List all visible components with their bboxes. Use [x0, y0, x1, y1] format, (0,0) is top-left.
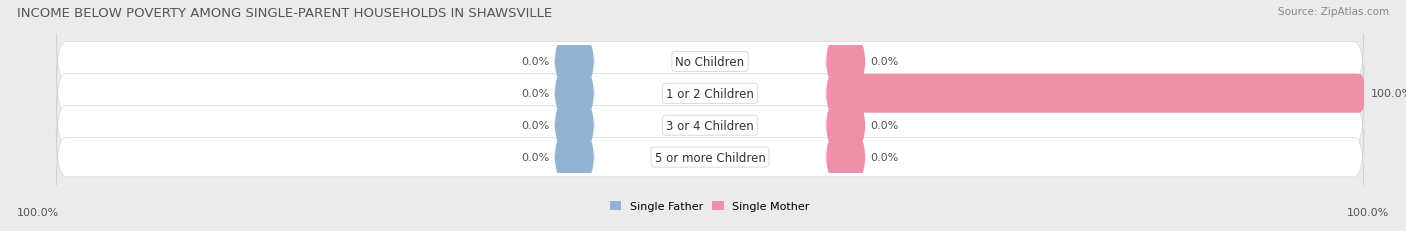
FancyBboxPatch shape: [825, 106, 866, 145]
Text: 0.0%: 0.0%: [522, 57, 550, 67]
Text: 0.0%: 0.0%: [522, 121, 550, 131]
FancyBboxPatch shape: [554, 138, 595, 177]
Text: 0.0%: 0.0%: [870, 152, 898, 162]
Text: 5 or more Children: 5 or more Children: [655, 151, 765, 164]
Text: No Children: No Children: [675, 56, 745, 69]
Text: Source: ZipAtlas.com: Source: ZipAtlas.com: [1278, 7, 1389, 17]
FancyBboxPatch shape: [554, 43, 595, 82]
FancyBboxPatch shape: [554, 74, 595, 113]
Text: 0.0%: 0.0%: [522, 152, 550, 162]
Text: 100.0%: 100.0%: [1347, 207, 1389, 217]
Text: 0.0%: 0.0%: [522, 89, 550, 99]
FancyBboxPatch shape: [554, 106, 595, 145]
Text: 1 or 2 Children: 1 or 2 Children: [666, 87, 754, 100]
Text: INCOME BELOW POVERTY AMONG SINGLE-PARENT HOUSEHOLDS IN SHAWSVILLE: INCOME BELOW POVERTY AMONG SINGLE-PARENT…: [17, 7, 553, 20]
Text: 0.0%: 0.0%: [870, 121, 898, 131]
Text: 100.0%: 100.0%: [1371, 89, 1406, 99]
Text: 3 or 4 Children: 3 or 4 Children: [666, 119, 754, 132]
FancyBboxPatch shape: [825, 74, 1365, 113]
FancyBboxPatch shape: [56, 34, 1364, 90]
Text: 0.0%: 0.0%: [870, 57, 898, 67]
FancyBboxPatch shape: [56, 66, 1364, 122]
FancyBboxPatch shape: [56, 98, 1364, 154]
FancyBboxPatch shape: [825, 43, 866, 82]
FancyBboxPatch shape: [825, 138, 866, 177]
Text: 100.0%: 100.0%: [17, 207, 59, 217]
FancyBboxPatch shape: [56, 129, 1364, 185]
Legend: Single Father, Single Mother: Single Father, Single Mother: [606, 197, 814, 216]
